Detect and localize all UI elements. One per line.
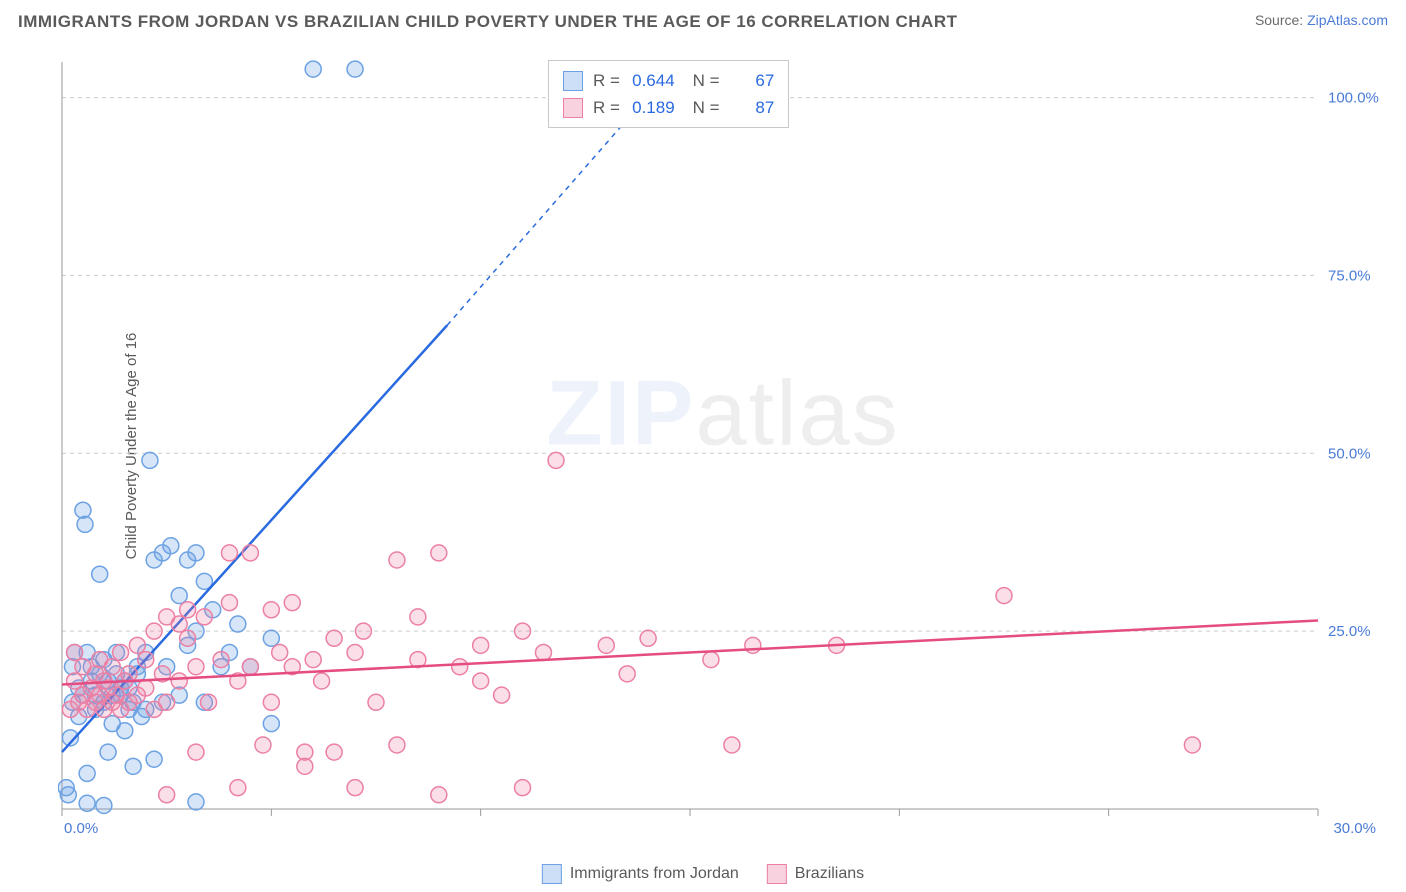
stats-legend-box: R = 0.644N = 67R = 0.189N = 87 [548,60,789,128]
svg-text:25.0%: 25.0% [1328,623,1371,640]
stats-row: R = 0.189N = 87 [563,94,774,121]
legend-swatch [563,98,583,118]
svg-text:0.0%: 0.0% [64,820,98,837]
scatter-plot: 25.0% 50.0% 75.0% 100.0% 0.0% 30.0% [58,54,1388,837]
plot-area: ZIPatlas 25.0%50.0%75.0%100.0%0.0%30.0% … [58,54,1388,837]
legend-swatch [542,864,562,884]
chart-title: IMMIGRANTS FROM JORDAN VS BRAZILIAN CHIL… [18,12,958,32]
legend-label: Immigrants from Jordan [570,865,739,883]
bottom-legend: Immigrants from Jordan Brazilians [542,864,864,884]
svg-text:50.0%: 50.0% [1328,445,1371,462]
header-bar: IMMIGRANTS FROM JORDAN VS BRAZILIAN CHIL… [0,0,1406,40]
stats-row: R = 0.644N = 67 [563,67,774,94]
source-credit: Source: ZipAtlas.com [1255,12,1388,28]
legend-swatch [767,864,787,884]
svg-text:75.0%: 75.0% [1328,267,1371,284]
legend-label: Brazilians [795,865,864,883]
legend-item: Brazilians [767,864,864,884]
legend-item: Immigrants from Jordan [542,864,739,884]
svg-text:100.0%: 100.0% [1328,90,1379,107]
source-link[interactable]: ZipAtlas.com [1307,12,1388,28]
svg-text:30.0%: 30.0% [1333,820,1376,837]
legend-swatch [563,71,583,91]
